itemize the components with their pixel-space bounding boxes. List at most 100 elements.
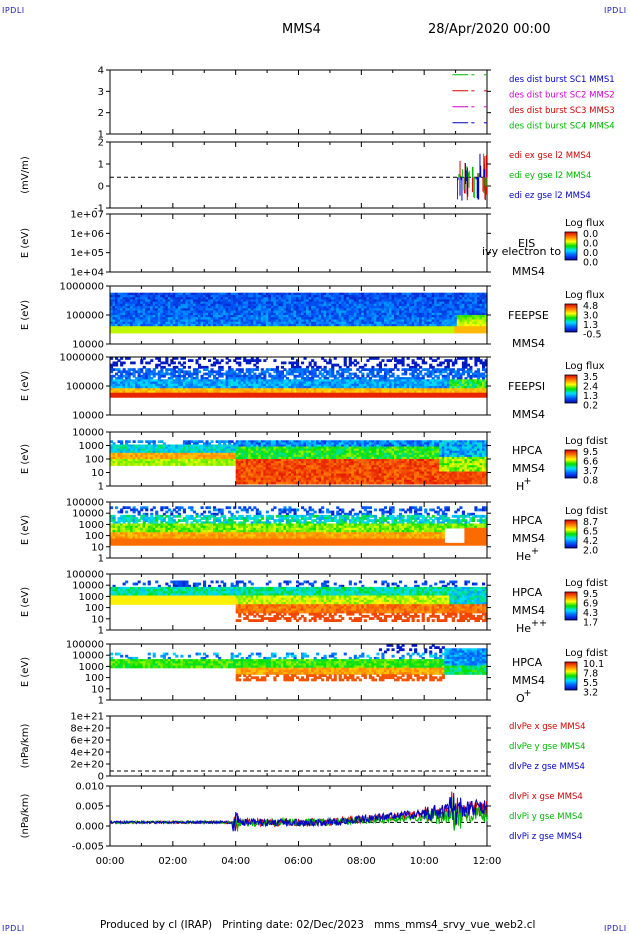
spectro-cell bbox=[135, 310, 139, 314]
spectro-cell bbox=[162, 297, 166, 300]
spectro-cell bbox=[117, 359, 121, 362]
spectro-cell bbox=[233, 370, 237, 374]
spectro-cell bbox=[419, 315, 423, 318]
spectro-cell bbox=[140, 303, 144, 307]
spectro-cell bbox=[187, 390, 191, 394]
spectro-cell bbox=[122, 392, 126, 396]
spectro-cell bbox=[112, 390, 116, 394]
spectro-cell bbox=[476, 294, 480, 298]
spectro-cell bbox=[376, 319, 380, 323]
spectro-cell bbox=[431, 315, 435, 318]
spectro-cell bbox=[235, 317, 239, 320]
spectro-cell bbox=[353, 312, 357, 316]
spectro-cell bbox=[308, 303, 312, 307]
spectro-cell bbox=[142, 315, 146, 318]
spectro-cell bbox=[341, 317, 345, 320]
spectro-cell bbox=[376, 303, 380, 307]
spectro-cell bbox=[182, 390, 186, 394]
spectro-cell bbox=[303, 357, 307, 360]
spectro-cell bbox=[406, 301, 410, 305]
spectro-cell bbox=[371, 297, 375, 300]
spectro-cell bbox=[278, 306, 282, 309]
spectro-cell bbox=[441, 292, 445, 296]
spectro-cell bbox=[253, 394, 257, 398]
spectro-cell bbox=[265, 315, 269, 318]
spectro-cell bbox=[436, 326, 440, 329]
spectro-cell bbox=[406, 319, 410, 323]
spectro-cell bbox=[263, 310, 267, 314]
spectro-cell bbox=[399, 303, 403, 307]
spectro-cell bbox=[361, 299, 365, 303]
spectro-cell bbox=[110, 299, 114, 303]
spectro-cell bbox=[218, 319, 222, 323]
spectro-cell bbox=[223, 317, 227, 320]
spectro-cell bbox=[363, 328, 367, 332]
spectro-cell bbox=[404, 297, 408, 300]
spectro-cell bbox=[172, 319, 176, 323]
spectro-cell bbox=[268, 323, 272, 327]
spectro-cell bbox=[120, 357, 124, 360]
spectro-cell bbox=[306, 294, 310, 298]
spectro-cell bbox=[351, 308, 355, 312]
spectro-cell bbox=[361, 294, 365, 298]
spectro-cell bbox=[190, 392, 194, 396]
spectro-cell bbox=[182, 297, 186, 300]
spectro-cell bbox=[291, 297, 295, 300]
spectro-cell bbox=[145, 326, 149, 329]
spectro-cell bbox=[280, 319, 284, 323]
spectro-cell bbox=[167, 394, 171, 398]
spectro-cell bbox=[213, 310, 217, 314]
spectro-cell bbox=[456, 312, 460, 316]
spectro-cell bbox=[235, 390, 239, 394]
spectro-cell bbox=[130, 326, 134, 329]
spectro-cell bbox=[328, 323, 332, 327]
spectro-cell bbox=[469, 301, 473, 305]
spectro-cell bbox=[346, 292, 350, 296]
spectro-cell bbox=[195, 328, 199, 332]
spectro-cell bbox=[326, 394, 330, 398]
spectro-cell bbox=[298, 323, 302, 327]
spectro-cell bbox=[389, 315, 393, 318]
spectro-cell bbox=[167, 368, 171, 371]
spectro-cell bbox=[258, 315, 262, 318]
spectro-cell bbox=[145, 386, 149, 389]
spectro-cell bbox=[348, 379, 352, 383]
spectro-cell bbox=[265, 297, 269, 300]
spectro-cell bbox=[285, 319, 289, 323]
spectro-cell bbox=[253, 292, 257, 296]
spectro-cell bbox=[230, 303, 234, 307]
spectro-cell bbox=[389, 323, 393, 327]
spectro-cell bbox=[291, 315, 295, 318]
spectro-cell bbox=[371, 294, 375, 298]
spectro-cell bbox=[142, 390, 146, 394]
spectro-cell bbox=[195, 317, 199, 320]
spectro-cell bbox=[225, 317, 229, 320]
spectro-cell bbox=[283, 297, 287, 300]
spectro-cell bbox=[371, 301, 375, 305]
spectro-cell bbox=[336, 386, 340, 389]
spectro-cell bbox=[366, 303, 370, 307]
spectro-cell bbox=[414, 297, 418, 300]
spectro-cell bbox=[127, 374, 131, 378]
spectro-cell bbox=[348, 303, 352, 307]
spectro-cell bbox=[238, 319, 242, 323]
spectro-cell bbox=[404, 323, 408, 327]
spectro-cell bbox=[260, 379, 264, 383]
spectro-cell bbox=[459, 323, 463, 327]
spectro-cell bbox=[338, 306, 342, 309]
spectro-cell bbox=[285, 303, 289, 307]
spectro-cell bbox=[341, 386, 345, 389]
spectro-cell bbox=[135, 301, 139, 305]
spectro-cell bbox=[285, 292, 289, 296]
spectro-cell bbox=[235, 357, 239, 360]
spectro-cell bbox=[391, 330, 395, 334]
spectro-cell bbox=[147, 292, 151, 296]
spectro-cell bbox=[245, 359, 249, 362]
spectro-cell bbox=[150, 306, 154, 309]
spectro-cell bbox=[273, 297, 277, 300]
spectro-cell bbox=[333, 383, 337, 387]
spectro-cell bbox=[471, 299, 475, 303]
spectro-cell bbox=[381, 330, 385, 334]
spectro-cell bbox=[291, 303, 295, 307]
spectro-cell bbox=[358, 323, 362, 327]
